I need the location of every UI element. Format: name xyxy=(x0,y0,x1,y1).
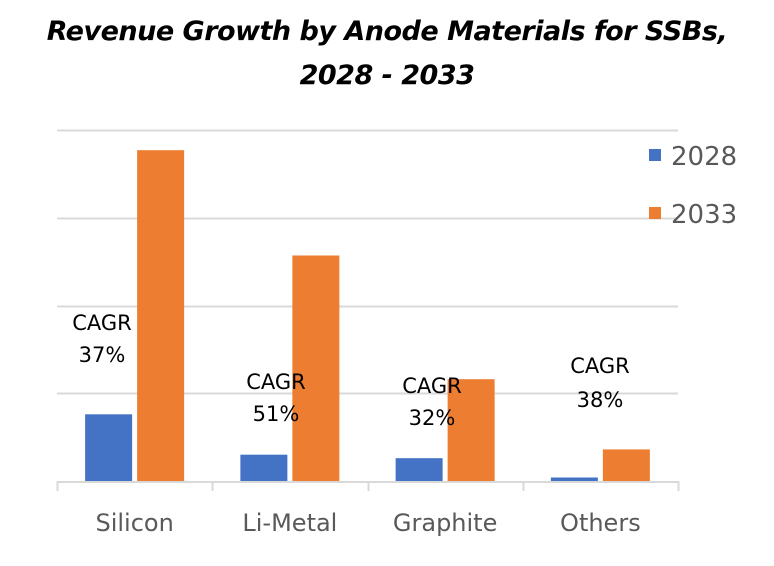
bar-2033-li-metal xyxy=(292,255,340,481)
legend-label-2028: 2028 xyxy=(671,142,737,172)
cagr-value: 32% xyxy=(409,406,456,430)
x-tick-label: Others xyxy=(560,509,641,537)
chart-title: Revenue Growth by Anode Materials for SS… xyxy=(0,10,774,98)
cagr-label: CAGR xyxy=(570,354,630,378)
legend-swatch-2028 xyxy=(649,149,661,161)
cagr-label: CAGR xyxy=(402,374,462,398)
x-tick-label: Li-Metal xyxy=(242,509,337,537)
bar-2033-silicon xyxy=(137,150,185,481)
legend-swatch-2033 xyxy=(649,207,661,219)
bar-2028-graphite xyxy=(395,458,443,481)
x-axis: Silicon Li-Metal Graphite Others xyxy=(56,481,680,537)
cagr-value: 51% xyxy=(253,402,300,426)
bar-2028-li-metal xyxy=(240,454,288,481)
cagr-value: 37% xyxy=(79,343,126,367)
chart-title-line-2: 2028 - 2033 xyxy=(299,60,475,91)
bar-2028-others xyxy=(550,477,598,481)
chart-title-line-1: Revenue Growth by Anode Materials for SS… xyxy=(46,16,728,47)
legend: 2028 2033 xyxy=(649,142,737,230)
cagr-label: CAGR xyxy=(246,370,306,394)
bar-2028-silicon xyxy=(85,414,133,481)
legend-label-2033: 2033 xyxy=(671,200,737,230)
bar-2033-others xyxy=(602,449,650,481)
cagr-value: 38% xyxy=(577,388,624,412)
bars xyxy=(85,150,650,481)
bar-2033-graphite xyxy=(447,379,495,481)
cagr-label: CAGR xyxy=(72,311,132,335)
cagr-annotations: CAGR 37% CAGR 51% CAGR 32% CAGR 38% xyxy=(72,311,630,430)
x-tick-label: Silicon xyxy=(95,509,173,537)
x-tick-label: Graphite xyxy=(393,509,497,537)
